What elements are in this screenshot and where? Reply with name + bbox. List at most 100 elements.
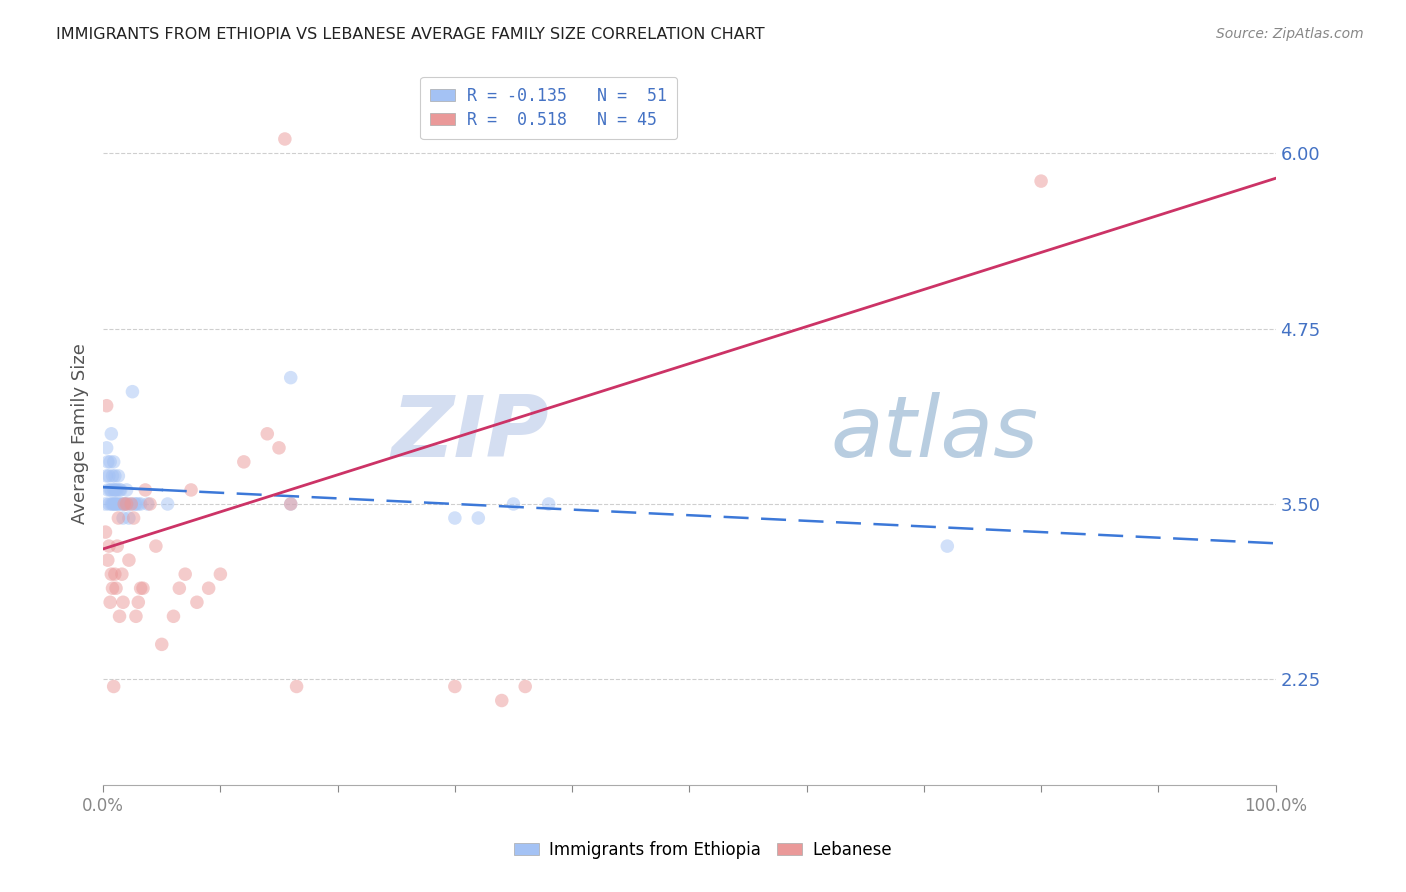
Point [491,693,513,707]
Point [124,497,146,511]
Point [180,483,202,497]
Point [112,595,135,609]
Point [156,497,179,511]
Point [169,581,191,595]
Point [105,483,128,497]
Legend: R = -0.135   N =  51, R =  0.518   N = 45: R = -0.135 N = 51, R = 0.518 N = 45 [420,77,678,139]
Point [444,680,467,694]
Point [104,483,127,497]
Point [125,497,148,511]
Point [537,497,560,511]
Point [136,497,159,511]
Point [150,637,173,651]
Point [107,497,129,511]
Point [139,497,162,511]
Point [145,539,167,553]
Point [120,497,142,511]
Point [467,511,489,525]
Point [94,524,117,539]
Point [105,497,128,511]
Point [96,469,118,483]
Point [103,680,125,694]
Point [129,581,152,595]
Point [98,469,121,483]
Point [120,497,142,511]
Point [118,553,141,567]
Point [122,511,145,525]
Point [129,497,152,511]
Point [98,455,121,469]
Point [101,581,124,595]
Point [110,497,132,511]
Text: Source: ZipAtlas.com: Source: ZipAtlas.com [1216,27,1364,41]
Point [108,483,131,497]
Point [97,483,120,497]
Point [104,567,127,582]
Point [103,483,125,497]
Point [107,511,129,525]
Point [100,426,122,441]
Point [111,497,134,511]
Point [186,595,208,609]
Point [98,483,121,497]
Y-axis label: Average Family Size: Average Family Size [72,343,89,524]
Point [104,497,127,511]
Point [101,469,124,483]
Point [96,399,118,413]
Point [94,497,117,511]
Point [232,455,254,469]
Point [285,680,308,694]
Point [936,539,959,553]
Point [127,595,149,609]
Point [98,595,121,609]
Point [121,384,143,399]
Text: ZIP: ZIP [391,392,548,475]
Point [162,609,184,624]
Point [502,497,524,511]
Point [274,132,297,146]
Point [256,426,278,441]
Point [100,497,122,511]
Point [101,497,124,511]
Point [105,539,128,553]
Point [105,497,128,511]
Point [444,511,467,525]
Point [111,567,134,582]
Point [110,483,132,497]
Point [280,497,302,511]
Point [132,581,155,595]
Point [197,581,219,595]
Point [117,497,139,511]
Point [112,497,135,511]
Legend: Immigrants from Ethiopia, Lebanese: Immigrants from Ethiopia, Lebanese [508,835,898,866]
Point [96,441,118,455]
Point [100,567,122,582]
Text: atlas: atlas [830,392,1038,475]
Point [112,497,135,511]
Point [112,511,135,525]
Point [100,483,122,497]
Point [108,609,131,624]
Point [103,497,125,511]
Point [267,441,290,455]
Point [209,567,232,582]
Text: IMMIGRANTS FROM ETHIOPIA VS LEBANESE AVERAGE FAMILY SIZE CORRELATION CHART: IMMIGRANTS FROM ETHIOPIA VS LEBANESE AVE… [56,27,765,42]
Point [1029,174,1052,188]
Point [103,455,125,469]
Point [127,497,149,511]
Point [97,553,120,567]
Point [174,567,197,582]
Point [98,539,121,553]
Point [115,497,138,511]
Point [134,483,156,497]
Point [104,469,127,483]
Point [515,680,537,694]
Point [105,581,128,595]
Point [97,455,120,469]
Point [105,483,128,497]
Point [98,497,121,511]
Point [118,511,141,525]
Point [107,469,129,483]
Point [115,483,138,497]
Point [280,370,302,384]
